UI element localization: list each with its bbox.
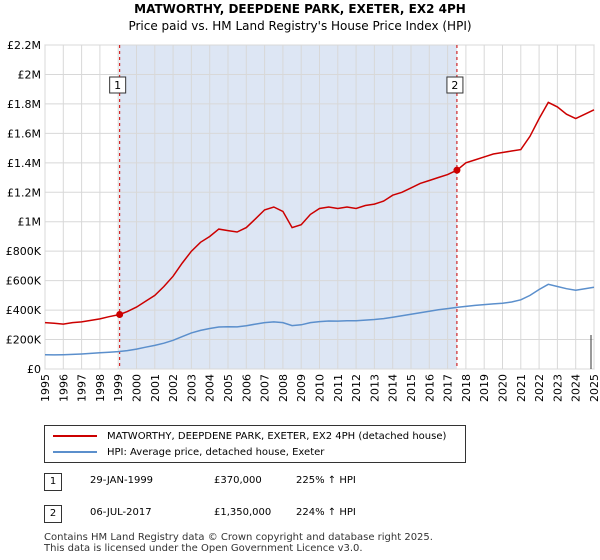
y-tick-label: £2.2M bbox=[7, 39, 41, 52]
x-tick-label: 1995 bbox=[39, 374, 52, 402]
price-chart: £0 £200K £400K £600K £800K £1M £1.2M £1.4M £1.6M… bbox=[6, 39, 600, 402]
x-tick-label: 2023 bbox=[551, 374, 564, 402]
x-tick-label: 2015 bbox=[405, 374, 418, 402]
shaded-ownership-period bbox=[119, 45, 457, 369]
sale-date: 29-JAN-1999 bbox=[90, 475, 154, 486]
x-tick-label: 2005 bbox=[222, 374, 235, 402]
x-tick-label: 1999 bbox=[112, 374, 125, 402]
y-tick-label: £1.2M bbox=[7, 186, 41, 199]
sale-price: £370,000 bbox=[214, 475, 262, 486]
y-tick-label: £400K bbox=[6, 304, 42, 317]
sale-point bbox=[453, 166, 461, 174]
y-tick-label: £600K bbox=[6, 275, 42, 288]
x-tick-label: 2009 bbox=[295, 374, 308, 402]
x-tick-label: 2011 bbox=[332, 374, 345, 402]
y-tick-label: £1.4M bbox=[7, 157, 41, 170]
y-tick-label: £2M bbox=[18, 68, 42, 81]
annotation-box bbox=[109, 76, 127, 94]
x-tick-label: 2021 bbox=[515, 374, 528, 402]
series-line-hpi bbox=[44, 283, 595, 356]
sale-date: 06-JUL-2017 bbox=[90, 507, 152, 518]
legend-item-hpi: HPI: Average price, detached house, Exet… bbox=[53, 444, 324, 460]
y-tick-label: £1M bbox=[18, 216, 42, 229]
chart-subtitle: Price paid vs. HM Land Registry's House … bbox=[128, 19, 472, 33]
y-tick-label: £0 bbox=[27, 363, 41, 376]
x-tick-label: 2012 bbox=[350, 374, 363, 402]
x-tick-label: 1997 bbox=[76, 374, 89, 402]
x-tick-label: 2020 bbox=[497, 374, 510, 402]
sale-point bbox=[116, 311, 124, 319]
x-tick-label: 2010 bbox=[314, 374, 327, 402]
chart-legend: MATWORTHY, DEEPDENE PARK, EXETER, EX2 4P… bbox=[44, 425, 466, 463]
x-tick-label: 2000 bbox=[131, 374, 144, 402]
legend-swatch-property bbox=[53, 435, 97, 437]
sale-row: 1 29-JAN-1999 £370,000 225% ↑ HPI bbox=[44, 473, 584, 493]
x-tick-label: 2007 bbox=[259, 374, 272, 402]
x-tick-label: 2001 bbox=[149, 374, 162, 402]
annotation-box bbox=[446, 76, 464, 94]
annotation-label: 1 bbox=[114, 79, 121, 92]
x-tick-label: 2025 bbox=[588, 374, 600, 402]
x-tick-label: 2019 bbox=[478, 374, 491, 402]
y-tick-label: £200K bbox=[6, 334, 42, 347]
sale-badge: 1 bbox=[44, 473, 62, 491]
x-tick-label: 2006 bbox=[240, 374, 253, 402]
x-tick-label: 2003 bbox=[185, 374, 198, 402]
x-tick-label: 2024 bbox=[570, 374, 583, 402]
sale-price: £1,350,000 bbox=[214, 507, 272, 518]
legend-label-hpi: HPI: Average price, detached house, Exet… bbox=[107, 446, 325, 458]
sale-row: 2 06-JUL-2017 £1,350,000 224% ↑ HPI bbox=[44, 505, 584, 525]
y-tick-label: £800K bbox=[6, 245, 42, 258]
x-tick-label: 2013 bbox=[368, 374, 381, 402]
sale-badge: 2 bbox=[44, 505, 62, 523]
annotation-label: 2 bbox=[451, 79, 458, 92]
sale-hpi-change: 224% ↑ HPI bbox=[296, 507, 356, 518]
legend-item-property: MATWORTHY, DEEPDENE PARK, EXETER, EX2 4P… bbox=[53, 428, 446, 444]
y-tick-label: £1.8M bbox=[7, 98, 41, 111]
sale-hpi-change: 225% ↑ HPI bbox=[296, 475, 356, 486]
chart-title: MATWORTHY, DEEPDENE PARK, EXETER, EX2 4P… bbox=[134, 2, 466, 16]
x-tick-label: 2018 bbox=[460, 374, 473, 402]
footer-licence: This data is licensed under the Open Gov… bbox=[44, 543, 363, 554]
legend-swatch-hpi bbox=[53, 451, 97, 453]
x-tick-label: 2016 bbox=[423, 374, 436, 402]
x-tick-label: 2014 bbox=[387, 374, 400, 402]
x-tick-label: 2022 bbox=[533, 374, 546, 402]
x-tick-label: 2002 bbox=[167, 374, 180, 402]
series-line-property bbox=[44, 101, 595, 325]
legend-label-property: MATWORTHY, DEEPDENE PARK, EXETER, EX2 4P… bbox=[107, 430, 447, 442]
x-tick-label: 2017 bbox=[442, 374, 455, 402]
x-tick-label: 2004 bbox=[204, 374, 217, 402]
x-tick-label: 1998 bbox=[94, 374, 107, 402]
x-tick-label: 1996 bbox=[57, 374, 70, 402]
x-tick-label: 2008 bbox=[277, 374, 290, 402]
y-tick-label: £1.6M bbox=[7, 127, 41, 140]
footer-copyright: Contains HM Land Registry data © Crown c… bbox=[44, 532, 433, 543]
